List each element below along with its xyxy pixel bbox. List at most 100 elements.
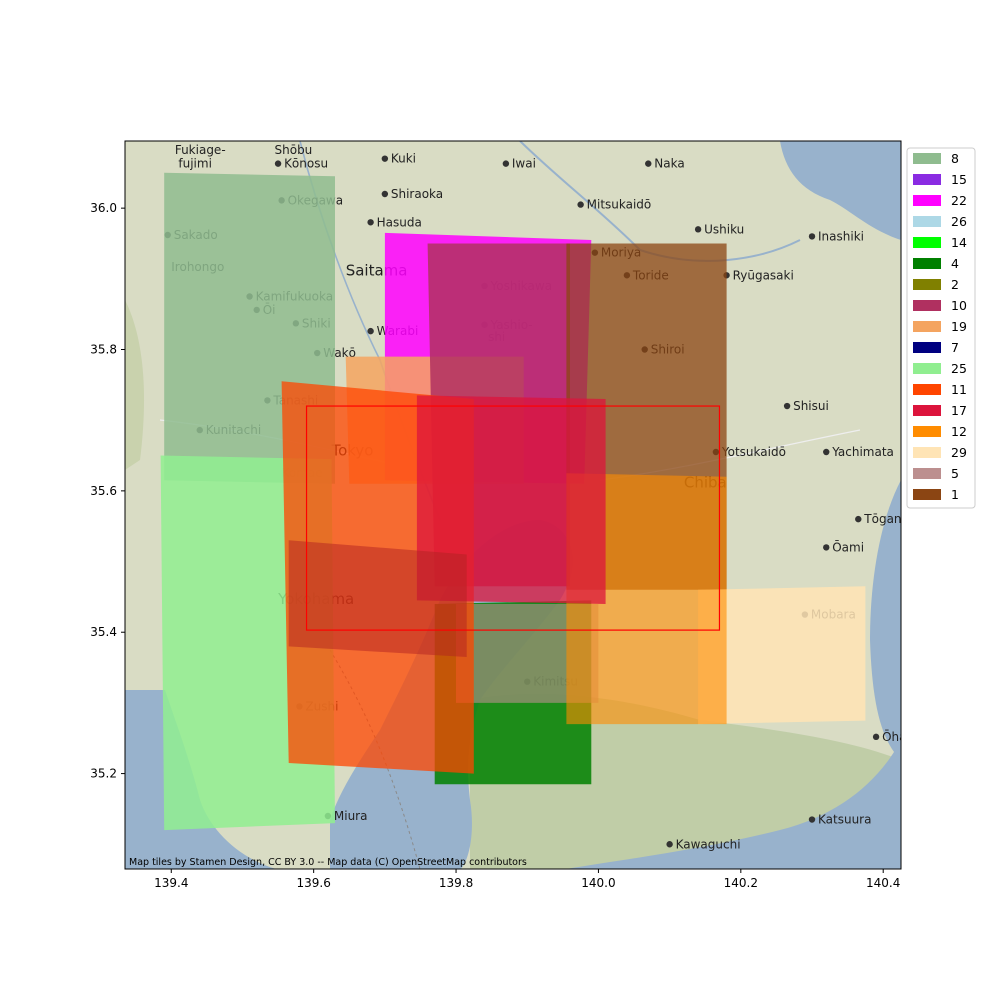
place-marker [808, 233, 816, 240]
place-label: Fukiage- [175, 143, 226, 157]
y-tick-label: 35.8 [90, 343, 117, 357]
legend-label-4: 4 [951, 256, 959, 271]
legend-swatch-26 [913, 216, 941, 227]
legend-label-22: 22 [951, 193, 967, 208]
legend-label-19: 19 [951, 319, 967, 334]
legend-swatch-1 [913, 489, 941, 500]
place-marker [823, 448, 830, 456]
place-label: Ushiku [704, 222, 744, 236]
footprint-17 [416, 395, 606, 604]
place-label: Katsuura [818, 813, 871, 827]
place-marker [645, 160, 652, 167]
place-label: Yachimata [831, 445, 894, 459]
legend-swatch-10 [913, 300, 941, 311]
place-marker [823, 544, 830, 551]
x-tick-label: 139.4 [154, 876, 188, 890]
basemap-pacific-south [566, 740, 901, 869]
basemap-pacific-east [870, 480, 901, 760]
legend-swatch-11 [913, 384, 941, 395]
legend-swatch-7 [913, 342, 941, 353]
footprint-29 [698, 586, 866, 725]
place-marker [855, 515, 862, 523]
legend-label-1: 1 [951, 487, 959, 502]
place-label: Miura [334, 809, 368, 823]
legend-swatch-29 [913, 447, 941, 458]
place-marker [381, 190, 389, 198]
legend-label-5: 5 [951, 466, 959, 481]
place-label: Iwai [512, 157, 536, 171]
place-label: Shiraoka [391, 187, 443, 201]
x-tick-label: 139.6 [296, 876, 330, 890]
legend-label-25: 25 [951, 361, 967, 376]
place-label: Tōgane [863, 512, 909, 526]
legend-label-8: 8 [951, 151, 959, 166]
place-label: Shisui [793, 399, 829, 413]
place-marker [367, 327, 374, 335]
legend-swatch-4 [913, 258, 941, 269]
legend-label-7: 7 [951, 340, 959, 355]
legend-label-26: 26 [951, 214, 967, 229]
place-label: Shōbu [275, 143, 313, 157]
footprint-5 [456, 604, 599, 703]
basemap-lake-kasumigaura [780, 141, 901, 240]
place-marker [381, 155, 389, 162]
legend-label-2: 2 [951, 277, 959, 292]
place-marker [783, 402, 791, 410]
place-marker [274, 160, 282, 167]
place-label: Mitsukaidō [587, 198, 652, 212]
place-label: Inashiki [818, 229, 864, 243]
y-tick-label: 36.0 [90, 201, 117, 215]
place-marker [694, 226, 702, 233]
map-axes: Fukiage-fujimiShōbuKōnosuKukiIwaiNakaOke… [90, 140, 919, 890]
highlight-box [305, 405, 721, 631]
y-tick-label: 35.4 [90, 625, 117, 639]
legend-swatch-22 [913, 195, 941, 206]
x-tick-label: 140.2 [724, 876, 758, 890]
x-axis: 139.4 139.6 139.8 140.0 140.2 140.4 [154, 869, 900, 890]
x-tick-label: 140.0 [581, 876, 615, 890]
x-tick-label: 140.4 [866, 876, 900, 890]
place-label: Kawaguchi [676, 837, 741, 851]
place-marker [872, 733, 880, 741]
place-label: Ōhara [882, 730, 919, 744]
place-label: Naka [654, 157, 684, 171]
place-marker [502, 160, 510, 167]
legend-label-10: 10 [951, 298, 967, 313]
legend-swatch-17 [913, 405, 941, 416]
legend: 8 15 22 26 14 4 2 10 19 7 25 11 17 12 29 5 1 [906, 147, 976, 509]
legend-swatch-2 [913, 279, 941, 290]
place-marker [577, 201, 584, 208]
legend-swatch-19 [913, 321, 941, 332]
footprint-7 [288, 540, 467, 657]
basemap-sagami-bay [125, 690, 277, 869]
y-axis: 35.2 35.4 35.6 35.8 36.0 [90, 201, 125, 781]
legend-label-17: 17 [951, 403, 967, 418]
legend-swatch-15 [913, 174, 941, 185]
place-label: Ōami [832, 540, 864, 554]
legend-swatch-14 [913, 237, 941, 248]
place-label: Yotsukaidō [721, 445, 786, 459]
footprints-layer [160, 172, 866, 831]
place-marker [367, 219, 374, 226]
legend-label-12: 12 [951, 424, 967, 439]
map-attribution: Map tiles by Stamen Design, CC BY 3.0 --… [129, 857, 527, 868]
legend-swatch-25 [913, 363, 941, 374]
legend-swatch-12 [913, 426, 941, 437]
legend-items: 8 15 22 26 14 4 2 10 19 7 25 11 17 12 29 5 1 [913, 151, 967, 502]
legend-swatch-5 [913, 468, 941, 479]
basemap-hills-west [125, 300, 145, 470]
legend-swatch-8 [913, 153, 941, 164]
legend-label-11: 11 [951, 382, 967, 397]
place-marker [666, 841, 673, 848]
legend-label-15: 15 [951, 172, 967, 187]
place-label: Ryūgasaki [733, 268, 794, 282]
place-label: Hasuda [377, 215, 422, 229]
place-label: Kōnosu [284, 157, 328, 171]
place-label: fujimi [178, 157, 212, 171]
place-label: Kuki [391, 152, 416, 166]
y-tick-label: 35.2 [90, 767, 117, 781]
legend-label-29: 29 [951, 445, 967, 460]
basemap: Fukiage-fujimiShōbuKōnosuKukiIwaiNakaOke… [125, 141, 919, 869]
axes-frame [124, 140, 902, 870]
